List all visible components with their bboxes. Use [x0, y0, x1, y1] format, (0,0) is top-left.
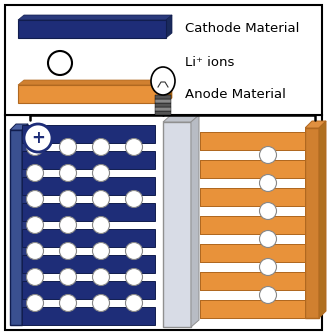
Polygon shape — [319, 121, 326, 318]
Bar — [163, 122, 191, 327]
Bar — [5, 115, 322, 330]
Bar — [18, 85, 166, 103]
Circle shape — [260, 230, 277, 248]
Circle shape — [60, 216, 77, 233]
Circle shape — [260, 286, 277, 304]
Bar — [200, 272, 305, 290]
Bar — [305, 128, 319, 318]
Circle shape — [93, 191, 110, 207]
Circle shape — [48, 51, 72, 75]
Bar — [5, 5, 322, 115]
Bar — [200, 160, 305, 178]
Bar — [200, 300, 305, 318]
Bar — [22, 125, 155, 143]
Circle shape — [60, 191, 77, 207]
Circle shape — [93, 138, 110, 155]
Bar — [10, 130, 22, 325]
Text: Cathode Material: Cathode Material — [185, 22, 300, 36]
Bar — [155, 99, 171, 103]
Bar — [200, 272, 305, 290]
Bar — [200, 216, 305, 234]
Polygon shape — [18, 80, 172, 85]
Polygon shape — [163, 115, 199, 122]
Polygon shape — [18, 15, 172, 20]
Circle shape — [26, 243, 43, 260]
Circle shape — [60, 294, 77, 312]
Polygon shape — [191, 115, 199, 327]
Circle shape — [126, 294, 143, 312]
Polygon shape — [10, 124, 28, 130]
Circle shape — [93, 164, 110, 182]
Bar — [22, 203, 155, 221]
Bar — [155, 95, 171, 99]
Bar — [155, 103, 171, 107]
Circle shape — [260, 202, 277, 219]
Circle shape — [60, 164, 77, 182]
Circle shape — [26, 294, 43, 312]
Circle shape — [260, 259, 277, 275]
Bar — [22, 255, 155, 273]
Polygon shape — [166, 15, 172, 38]
Text: +: + — [31, 129, 45, 147]
Circle shape — [60, 268, 77, 285]
Circle shape — [26, 164, 43, 182]
Bar — [22, 151, 155, 169]
Bar — [200, 160, 305, 178]
Bar — [22, 281, 155, 299]
Bar — [200, 132, 305, 150]
Polygon shape — [166, 80, 172, 103]
Circle shape — [260, 175, 277, 192]
Circle shape — [60, 243, 77, 260]
Circle shape — [93, 294, 110, 312]
Bar — [200, 300, 305, 318]
Circle shape — [126, 243, 143, 260]
Bar — [200, 188, 305, 206]
Circle shape — [260, 146, 277, 163]
Text: Li⁺ ions: Li⁺ ions — [185, 57, 234, 69]
Circle shape — [26, 138, 43, 155]
Bar — [22, 307, 155, 325]
Bar — [200, 244, 305, 262]
Bar — [155, 111, 171, 115]
Circle shape — [93, 268, 110, 285]
Bar — [18, 20, 166, 38]
Circle shape — [93, 216, 110, 233]
Circle shape — [24, 124, 52, 152]
Circle shape — [126, 268, 143, 285]
Polygon shape — [22, 124, 28, 325]
Circle shape — [26, 268, 43, 285]
Circle shape — [26, 216, 43, 233]
Bar — [200, 244, 305, 262]
Bar — [22, 229, 155, 247]
Text: Anode Material: Anode Material — [185, 87, 286, 100]
Bar — [155, 107, 171, 111]
Bar — [200, 216, 305, 234]
Circle shape — [93, 243, 110, 260]
Ellipse shape — [151, 67, 175, 95]
Bar — [200, 132, 305, 150]
Circle shape — [60, 138, 77, 155]
Bar — [22, 177, 155, 195]
Circle shape — [126, 191, 143, 207]
Bar — [200, 118, 305, 318]
Polygon shape — [305, 121, 326, 128]
Bar — [200, 188, 305, 206]
Circle shape — [126, 138, 143, 155]
Circle shape — [26, 191, 43, 207]
